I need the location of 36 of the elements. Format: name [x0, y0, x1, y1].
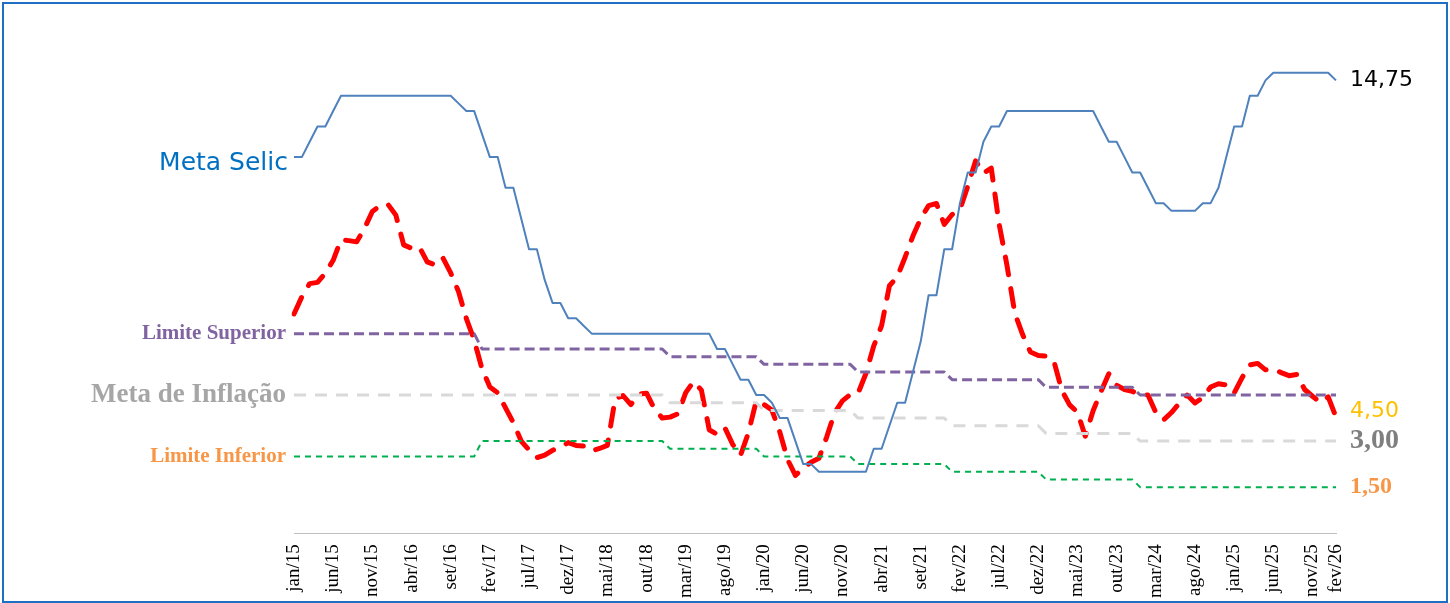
x-tick-label: jul/22 [987, 544, 1009, 590]
x-tick-label: abr/16 [399, 544, 421, 593]
x-tick-label: jan/15 [281, 544, 303, 593]
x-tick-label: out/23 [1104, 544, 1126, 593]
data-label: 4,50 [1350, 396, 1399, 422]
series-label: Limite Superior [141, 320, 286, 345]
x-tick-label: jan/25 [1222, 544, 1244, 593]
x-tick-label: nov/20 [830, 544, 852, 597]
x-tick-label: ago/19 [712, 544, 734, 596]
x-tick-label: mar/24 [1143, 543, 1165, 599]
x-tick-label: fev/26 [1323, 544, 1345, 593]
x-tick-label: jun/15 [321, 544, 343, 594]
series-label: Limite Inferior [150, 442, 286, 467]
x-tick-label: jun/20 [791, 544, 813, 594]
x-tick-label: jan/20 [752, 544, 774, 593]
x-tick-label: nov/15 [360, 544, 382, 597]
x-tick-label: abr/21 [869, 544, 891, 593]
x-tick-label: mai/23 [1065, 544, 1087, 597]
x-tick-label: mar/19 [673, 544, 695, 599]
x-tick-label: out/18 [634, 544, 656, 593]
x-tick-label: mai/18 [595, 544, 617, 597]
data-label: 14,75 [1350, 66, 1413, 92]
x-tick-label: fev/22 [947, 544, 969, 593]
x-tick-label: dez/22 [1026, 544, 1048, 595]
x-tick-label: dez/17 [556, 544, 578, 595]
x-tick-label: jun/25 [1261, 544, 1283, 594]
x-tick-label: set/16 [438, 544, 460, 590]
series-label: Meta de Inflação [91, 378, 286, 409]
x-tick-label: nov/25 [1300, 544, 1322, 597]
data-label: 1,50 [1350, 472, 1392, 499]
data-label: 3,00 [1350, 423, 1399, 455]
x-tick-label: ago/24 [1182, 543, 1204, 596]
x-tick-label: jul/17 [517, 544, 539, 590]
x-tick-label: fev/17 [477, 544, 499, 593]
series-label: Meta Selic [159, 146, 288, 176]
x-tick-label: set/21 [908, 544, 930, 590]
